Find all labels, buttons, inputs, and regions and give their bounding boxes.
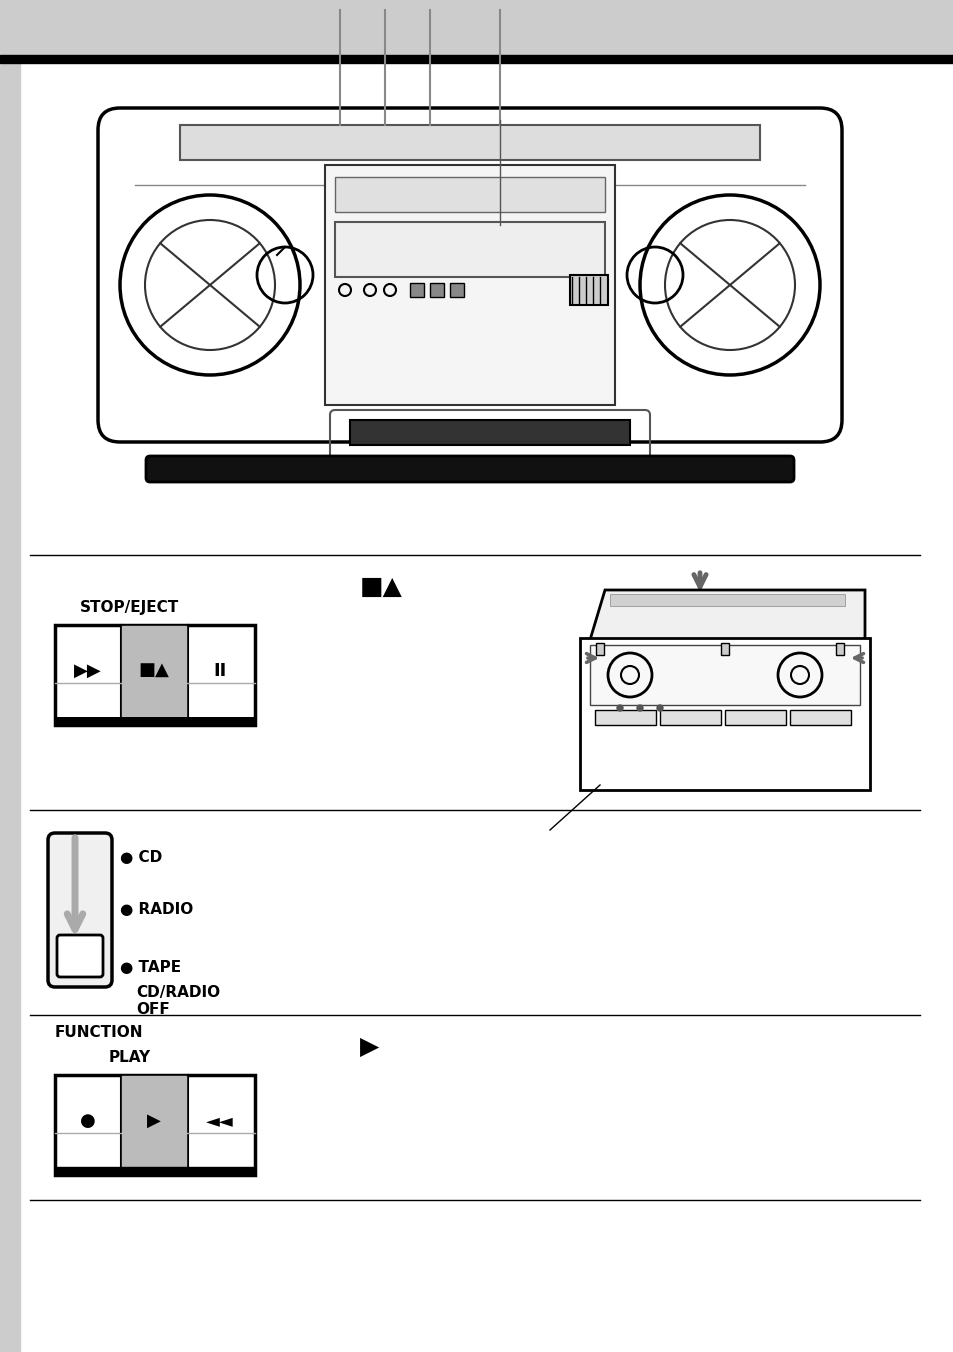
Bar: [589, 645, 859, 704]
Text: ■▲: ■▲: [138, 662, 170, 680]
Text: PLAY: PLAY: [109, 1051, 151, 1065]
Text: CD/RADIO: CD/RADIO: [136, 986, 220, 1000]
Text: ▶▶: ▶▶: [74, 662, 102, 680]
Bar: [335, 177, 604, 212]
Bar: [335, 222, 604, 277]
Bar: [122, 1076, 186, 1167]
Text: ● CD: ● CD: [120, 850, 162, 865]
Text: ■▲: ■▲: [359, 575, 402, 599]
Text: ▶: ▶: [147, 1111, 161, 1130]
Text: OFF: OFF: [136, 1002, 170, 1017]
Bar: [596, 644, 603, 654]
FancyBboxPatch shape: [98, 108, 841, 442]
Text: II: II: [213, 662, 227, 680]
Bar: [579, 638, 869, 790]
Text: STOP/EJECT: STOP/EJECT: [80, 600, 179, 615]
Polygon shape: [589, 589, 864, 639]
Text: ● TAPE: ● TAPE: [120, 960, 181, 975]
Bar: [55, 717, 254, 725]
Bar: [430, 283, 443, 297]
Bar: [0, 0, 953, 55]
Circle shape: [637, 704, 642, 711]
Bar: [180, 124, 760, 160]
Bar: [122, 626, 186, 717]
FancyBboxPatch shape: [146, 456, 793, 483]
Bar: [720, 644, 728, 654]
Text: FUNCTION: FUNCTION: [55, 1025, 143, 1040]
Circle shape: [657, 704, 662, 711]
Bar: [595, 710, 656, 725]
Bar: [0, 64, 20, 1352]
FancyBboxPatch shape: [57, 936, 103, 977]
Bar: [609, 594, 844, 606]
FancyBboxPatch shape: [48, 833, 112, 987]
Circle shape: [617, 704, 622, 711]
Bar: [0, 55, 953, 64]
Bar: [724, 710, 785, 725]
Bar: [55, 625, 254, 725]
Bar: [325, 165, 615, 406]
Bar: [55, 1167, 254, 1175]
Text: ●: ●: [80, 1111, 95, 1130]
Bar: [789, 710, 850, 725]
Bar: [350, 420, 629, 445]
Bar: [450, 283, 463, 297]
Text: ◄◄: ◄◄: [206, 1111, 233, 1130]
Bar: [410, 283, 423, 297]
Bar: [659, 710, 720, 725]
Text: ▶: ▶: [359, 1036, 379, 1059]
Bar: [55, 1075, 254, 1175]
Bar: [835, 644, 843, 654]
Text: ● RADIO: ● RADIO: [120, 903, 193, 918]
Bar: [569, 274, 607, 306]
